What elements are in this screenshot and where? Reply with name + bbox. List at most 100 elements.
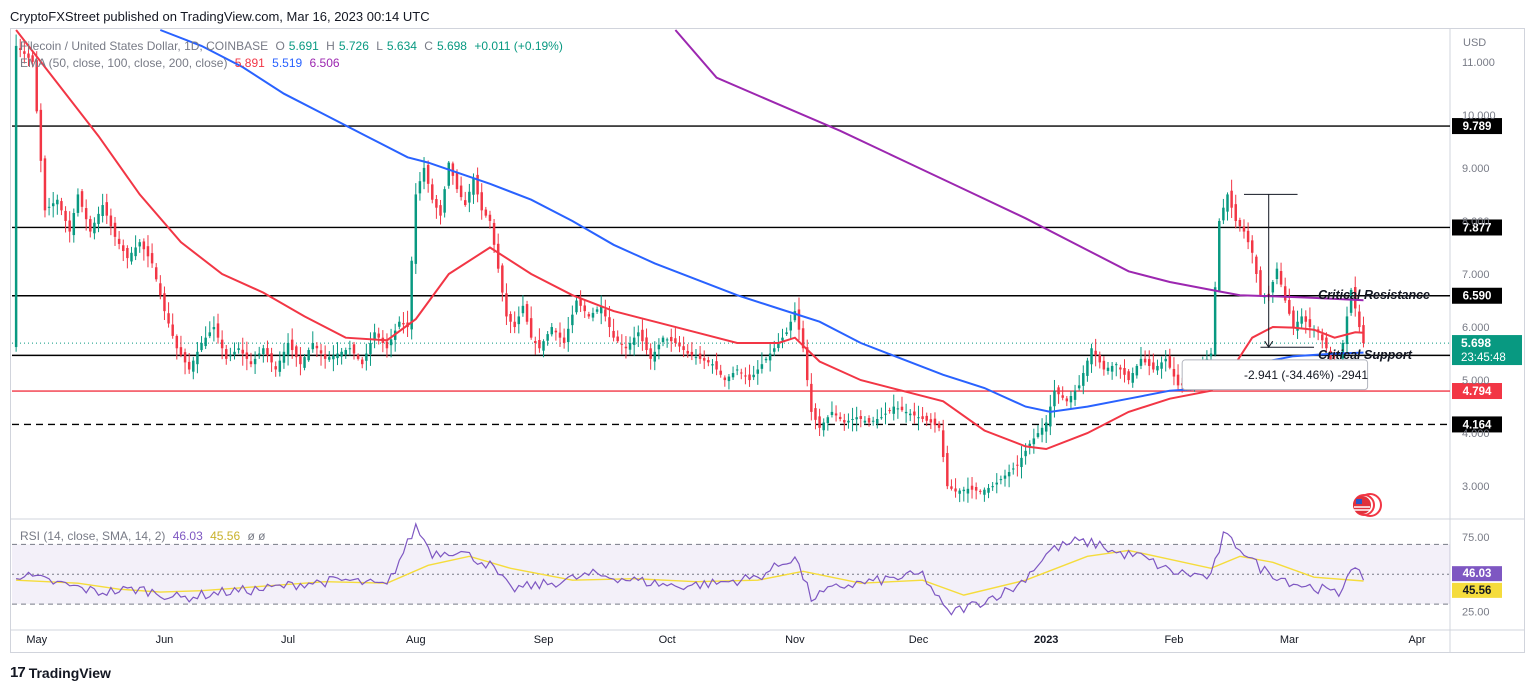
candle-body [179, 347, 183, 356]
close-value: 5.698 [436, 39, 467, 53]
footer-brand[interactable]: 17 TradingView [10, 664, 111, 681]
candle-body [286, 342, 290, 356]
x-tick-label: Nov [785, 634, 805, 646]
candle-body [43, 158, 47, 211]
candle-body [262, 348, 265, 354]
y-tick-label: 9.000 [1462, 163, 1490, 175]
candle-body [216, 323, 220, 338]
candle-body [1283, 286, 1287, 301]
candle-body [1082, 373, 1085, 386]
candle-body [200, 342, 203, 351]
candle-body [859, 416, 863, 419]
candles [14, 34, 1365, 503]
candle-body [126, 248, 129, 259]
rsi-line [15, 522, 1365, 616]
candle-body [418, 181, 422, 194]
candle-body [175, 335, 179, 349]
candle-body [670, 336, 673, 342]
rsi-sma-label: 45.56 [1463, 585, 1492, 597]
candle-body [616, 336, 619, 342]
close-label: C [424, 39, 433, 53]
annotation-text: Critical Support [1318, 348, 1413, 362]
candle-body [212, 327, 216, 330]
tradingview-logo-icon: 17 [10, 664, 26, 681]
candle-body [991, 486, 994, 488]
candle-body [987, 487, 990, 493]
candle-body [488, 214, 492, 221]
candle-body [245, 352, 249, 359]
candle-body [187, 361, 191, 370]
candle-body [249, 361, 253, 365]
axes: USD 11.000 10.000 9.000 8.000 7.000 6.000 5.000… [26, 37, 1495, 646]
candle-body [525, 304, 529, 322]
rsi-tick-label: 25.00 [1462, 607, 1490, 619]
candle-body [896, 408, 900, 410]
candle-body [72, 213, 76, 236]
candle-body [966, 488, 970, 494]
candle-body [1230, 190, 1233, 208]
candle-body [443, 189, 446, 213]
candle-body [1020, 457, 1023, 468]
rsi-sma-tag [1452, 582, 1502, 598]
candle-body [1131, 373, 1134, 383]
candle-body [328, 357, 331, 360]
y-tick-label: 5.000 [1462, 375, 1490, 387]
candle-body [1213, 287, 1217, 355]
candle-body [377, 333, 380, 338]
candle-body [599, 305, 603, 314]
candle-body [138, 242, 141, 247]
candle-body [727, 376, 731, 382]
level-label: 7.877 [1463, 222, 1492, 234]
candle-body [171, 324, 174, 336]
candle-body [159, 283, 162, 296]
candle-body [723, 377, 727, 381]
candle-body [1061, 395, 1064, 398]
candle-body [686, 350, 689, 354]
candle-body [163, 293, 166, 312]
candle-body [204, 337, 207, 347]
candle-body [517, 316, 521, 325]
candle-body [1329, 350, 1332, 365]
candle-body [109, 215, 113, 227]
candle-body [904, 411, 908, 414]
candle-body [505, 293, 508, 317]
candle-body [838, 416, 842, 419]
candle-body [1275, 268, 1279, 280]
candle-body [612, 330, 615, 338]
candle-body [1250, 240, 1254, 253]
candle-body [678, 342, 681, 347]
candle-body [1123, 368, 1126, 375]
candle-body [278, 360, 282, 372]
candle-body [496, 243, 500, 269]
ema200-value: 6.506 [309, 56, 340, 70]
x-tick-label: Jul [281, 634, 295, 646]
candle-body [925, 415, 928, 421]
candle-body [455, 172, 459, 190]
candle-body [847, 420, 850, 423]
candle-body [422, 167, 426, 182]
candle-body [89, 219, 92, 232]
candle-body [558, 332, 562, 338]
rsi-pane: 75.00 25.00 46.03 45.56 [12, 522, 1502, 619]
candle-body [1259, 270, 1262, 296]
candle-body [637, 332, 640, 337]
y-tick-label: 3.000 [1462, 481, 1490, 493]
measure-box [1181, 359, 1369, 391]
candle-body [19, 48, 22, 50]
candle-body [426, 164, 430, 184]
open-label: O [275, 39, 285, 53]
candle-body [1156, 365, 1159, 371]
candle-body [851, 418, 854, 420]
candle-body [641, 329, 644, 342]
candle-body [154, 267, 158, 280]
candle-body [435, 199, 438, 208]
candle-body [538, 340, 541, 349]
candle-body [1292, 310, 1295, 328]
candle-body [983, 489, 986, 495]
candle-body [47, 206, 51, 208]
candle-body [711, 364, 714, 366]
candle-body [1242, 226, 1246, 232]
candle-body [336, 353, 339, 359]
candle-body [208, 332, 212, 337]
